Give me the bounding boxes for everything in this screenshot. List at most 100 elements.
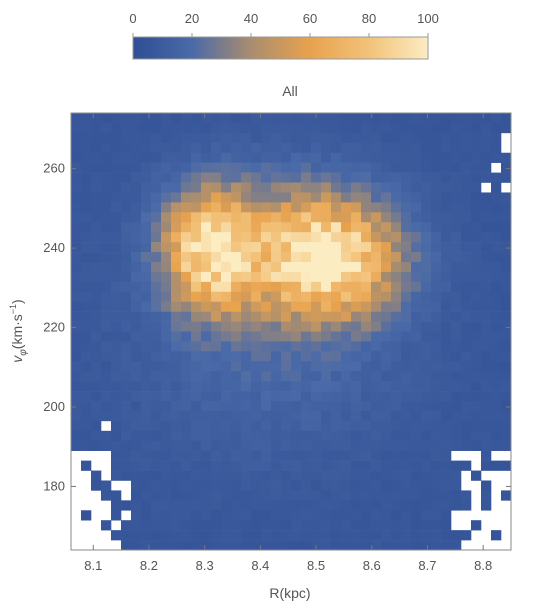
heatmap-cell [271, 192, 282, 203]
heatmap-cell [341, 440, 352, 451]
heatmap-cell [101, 351, 112, 362]
heatmap-cell [501, 341, 512, 352]
heatmap-cell [441, 113, 452, 124]
heatmap-cell [351, 351, 362, 362]
heatmap-cell [481, 122, 492, 134]
heatmap-cell [411, 242, 422, 253]
heatmap-cell [161, 301, 172, 312]
heatmap-cell [281, 132, 292, 144]
heatmap-cell [201, 182, 212, 193]
heatmap-cell [221, 500, 232, 511]
heatmap-cell [231, 530, 242, 541]
heatmap-cell [211, 460, 222, 471]
heatmap-cell [491, 311, 502, 322]
heatmap-cell [121, 420, 132, 432]
heatmap-cell [71, 172, 82, 183]
heatmap-cell [271, 232, 282, 243]
heatmap-cell [221, 490, 232, 501]
heatmap-cell [481, 440, 492, 451]
heatmap-cell [121, 401, 132, 412]
heatmap-cell [171, 361, 182, 372]
heatmap-cell [211, 381, 222, 392]
heatmap-cell [341, 401, 352, 412]
heatmap-cell [311, 341, 322, 352]
heatmap-cell [391, 321, 402, 332]
heatmap-cell [401, 202, 412, 213]
heatmap-cell [141, 132, 152, 144]
heatmap-cell [151, 291, 162, 302]
heatmap-cell [451, 361, 462, 372]
heatmap-cell [461, 162, 472, 173]
heatmap-cell [141, 351, 152, 362]
heatmap-cell [501, 430, 512, 442]
heatmap-cell [221, 510, 232, 521]
heatmap-cell [281, 540, 292, 551]
heatmap-cell [451, 480, 462, 491]
heatmap-cell [311, 222, 322, 233]
heatmap-cell [461, 331, 472, 342]
heatmap-cell [81, 510, 92, 521]
heatmap-cell [241, 381, 252, 392]
heatmap-cell [471, 232, 482, 243]
heatmap-cell [421, 361, 432, 372]
heatmap-cell [321, 460, 332, 471]
heatmap-cell [391, 222, 402, 233]
heatmap-cell [191, 182, 202, 193]
heatmap-cell [91, 410, 102, 422]
heatmap-cell [171, 311, 182, 322]
heatmap-cell [161, 321, 172, 332]
heatmap-cell [491, 252, 502, 263]
heatmap-cell [131, 212, 142, 223]
heatmap-cell [221, 321, 232, 332]
heatmap-cell [111, 530, 122, 541]
heatmap-cell [81, 440, 92, 451]
heatmap-cell [251, 460, 262, 471]
heatmap-cell [161, 152, 172, 163]
heatmap-cell [481, 420, 492, 432]
heatmap-cell [141, 410, 152, 422]
heatmap-cell [441, 520, 452, 531]
y-axis-symbol: v [9, 355, 25, 363]
heatmap-cell [261, 470, 272, 481]
heatmap-cell [471, 470, 482, 481]
heatmap-cell [291, 460, 302, 471]
heatmap-cell [491, 271, 502, 283]
heatmap-cell [301, 371, 312, 382]
heatmap-cell [81, 341, 92, 352]
heatmap-cell [291, 381, 302, 392]
heatmap-cell [361, 212, 372, 223]
heatmap-cell [501, 371, 512, 382]
heatmap-cell [381, 212, 392, 223]
heatmap-cell [221, 142, 232, 154]
heatmap-cell [381, 530, 392, 541]
heatmap-cell [261, 113, 272, 124]
heatmap-cell [431, 113, 442, 124]
heatmap-cell [171, 172, 182, 183]
heatmap-cell [321, 510, 332, 521]
heatmap-cell [451, 212, 462, 223]
heatmap-cell [211, 311, 222, 322]
heatmap-cell [371, 291, 382, 302]
heatmap-cell [311, 182, 322, 193]
heatmap-cell [501, 440, 512, 451]
heatmap-cell [351, 232, 362, 243]
heatmap-cell [231, 182, 242, 193]
heatmap-cell [331, 182, 342, 193]
heatmap-cell [171, 232, 182, 243]
heatmap-cell [281, 222, 292, 233]
heatmap-cell [431, 341, 442, 352]
heatmap-cell [461, 242, 472, 253]
heatmap-cell [311, 470, 322, 481]
heatmap-cell [291, 311, 302, 322]
heatmap-cell [121, 301, 132, 312]
heatmap-cell [141, 530, 152, 541]
heatmap-cell [331, 351, 342, 362]
heatmap-cell [81, 122, 92, 134]
heatmap-cell [171, 162, 182, 173]
heatmap-cell [361, 142, 372, 154]
heatmap-cell [251, 361, 262, 372]
heatmap-cell [221, 391, 232, 402]
heatmap-cell [131, 271, 142, 283]
